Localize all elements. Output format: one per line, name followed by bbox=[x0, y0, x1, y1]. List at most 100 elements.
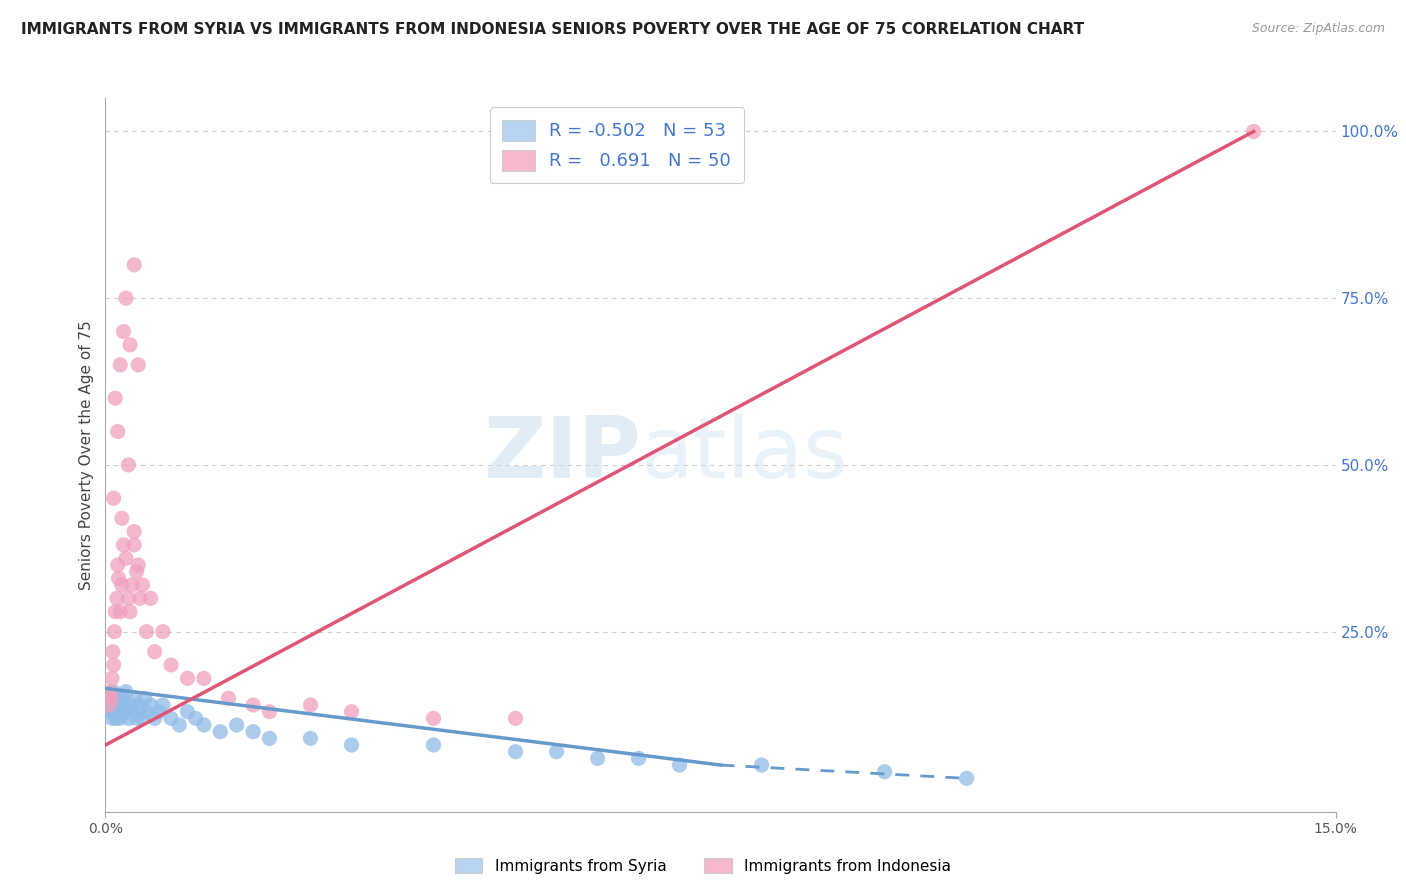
Point bbox=[956, 772, 979, 786]
Point bbox=[120, 605, 141, 619]
Point bbox=[259, 731, 281, 746]
Point bbox=[103, 491, 125, 506]
Point bbox=[121, 578, 143, 592]
Point bbox=[117, 458, 139, 472]
Point bbox=[209, 724, 232, 739]
Point bbox=[101, 645, 124, 659]
Point bbox=[160, 711, 183, 725]
Point bbox=[242, 724, 264, 739]
Point bbox=[115, 551, 138, 566]
Point bbox=[110, 605, 132, 619]
Point bbox=[103, 624, 125, 639]
Point bbox=[184, 711, 207, 725]
Point bbox=[117, 711, 139, 725]
Point bbox=[873, 764, 896, 779]
Point bbox=[107, 691, 129, 706]
Point bbox=[105, 711, 128, 725]
Point bbox=[122, 524, 145, 539]
Point bbox=[112, 325, 135, 339]
Text: atlas: atlas bbox=[641, 413, 849, 497]
Point bbox=[152, 624, 174, 639]
Point bbox=[152, 698, 174, 712]
Point bbox=[176, 705, 198, 719]
Point bbox=[751, 758, 773, 772]
Point bbox=[110, 705, 132, 719]
Point bbox=[668, 758, 690, 772]
Point bbox=[98, 705, 122, 719]
Point bbox=[139, 591, 162, 606]
Legend: Immigrants from Syria, Immigrants from Indonesia: Immigrants from Syria, Immigrants from I… bbox=[449, 852, 957, 880]
Point bbox=[134, 691, 156, 706]
Point bbox=[129, 591, 152, 606]
Point bbox=[107, 558, 129, 572]
Point bbox=[505, 745, 527, 759]
Text: ZIP: ZIP bbox=[482, 413, 641, 497]
Point bbox=[107, 425, 129, 439]
Point bbox=[98, 698, 121, 712]
Point bbox=[101, 711, 124, 725]
Point bbox=[103, 658, 125, 673]
Point bbox=[340, 738, 363, 752]
Point bbox=[125, 565, 148, 579]
Point bbox=[546, 745, 568, 759]
Point bbox=[259, 705, 281, 719]
Point bbox=[127, 558, 149, 572]
Y-axis label: Seniors Poverty Over the Age of 75: Seniors Poverty Over the Age of 75 bbox=[79, 320, 94, 590]
Point bbox=[115, 684, 138, 698]
Point bbox=[112, 698, 135, 712]
Text: IMMIGRANTS FROM SYRIA VS IMMIGRANTS FROM INDONESIA SENIORS POVERTY OVER THE AGE : IMMIGRANTS FROM SYRIA VS IMMIGRANTS FROM… bbox=[21, 22, 1084, 37]
Point bbox=[110, 711, 132, 725]
Point bbox=[127, 358, 149, 372]
Point bbox=[120, 698, 141, 712]
Legend: R = -0.502   N = 53, R =   0.691   N = 50: R = -0.502 N = 53, R = 0.691 N = 50 bbox=[489, 107, 744, 183]
Point bbox=[127, 698, 149, 712]
Point bbox=[193, 671, 215, 685]
Point bbox=[103, 684, 125, 698]
Point bbox=[122, 691, 145, 706]
Point bbox=[586, 751, 609, 765]
Point bbox=[98, 684, 122, 698]
Point bbox=[122, 538, 145, 552]
Point bbox=[115, 291, 138, 305]
Point bbox=[101, 698, 124, 712]
Point bbox=[120, 338, 141, 352]
Point bbox=[101, 671, 124, 685]
Point bbox=[225, 718, 247, 732]
Point bbox=[112, 538, 135, 552]
Point bbox=[131, 711, 153, 725]
Point bbox=[129, 705, 152, 719]
Point bbox=[111, 691, 134, 706]
Point bbox=[104, 605, 127, 619]
Point bbox=[105, 591, 128, 606]
Point bbox=[105, 698, 128, 712]
Point bbox=[143, 711, 166, 725]
Point bbox=[135, 705, 157, 719]
Point bbox=[122, 258, 145, 272]
Point bbox=[117, 591, 139, 606]
Point bbox=[169, 718, 191, 732]
Point bbox=[218, 691, 240, 706]
Point bbox=[107, 705, 129, 719]
Point bbox=[160, 658, 183, 673]
Point bbox=[131, 578, 153, 592]
Point bbox=[121, 705, 143, 719]
Point bbox=[242, 698, 264, 712]
Point bbox=[100, 691, 122, 706]
Point bbox=[98, 698, 121, 712]
Point bbox=[1243, 124, 1265, 138]
Point bbox=[627, 751, 650, 765]
Point bbox=[107, 571, 129, 585]
Point bbox=[125, 711, 148, 725]
Point bbox=[193, 718, 215, 732]
Point bbox=[108, 698, 131, 712]
Point bbox=[139, 698, 162, 712]
Point bbox=[422, 711, 444, 725]
Point bbox=[340, 705, 363, 719]
Point bbox=[103, 705, 125, 719]
Point bbox=[299, 731, 322, 746]
Point bbox=[104, 391, 127, 405]
Point bbox=[114, 705, 136, 719]
Point bbox=[111, 578, 134, 592]
Point bbox=[110, 358, 132, 372]
Point bbox=[100, 691, 122, 706]
